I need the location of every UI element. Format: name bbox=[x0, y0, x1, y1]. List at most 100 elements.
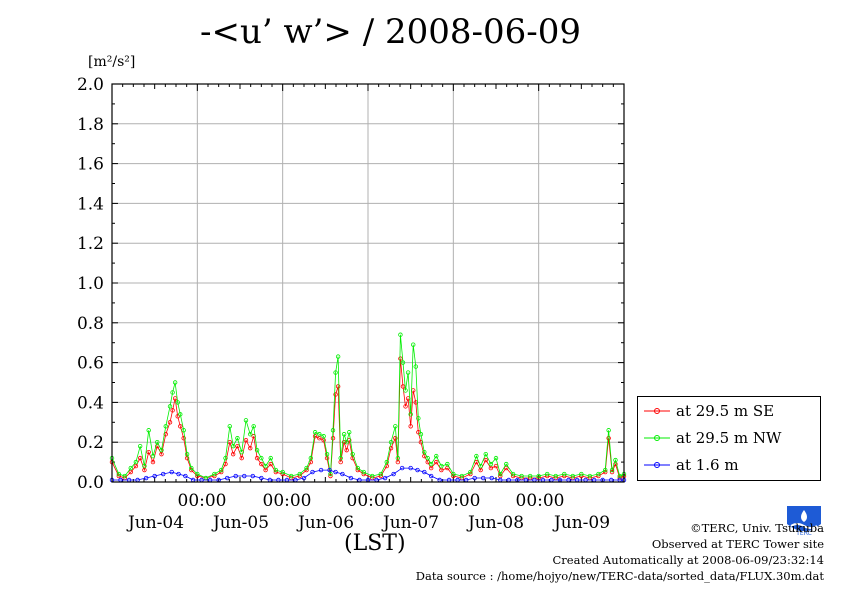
data-point bbox=[395, 455, 401, 461]
data-point bbox=[289, 473, 294, 479]
data-point bbox=[330, 428, 336, 433]
data-point bbox=[333, 469, 338, 475]
data-point bbox=[451, 471, 456, 477]
data-point bbox=[243, 438, 249, 443]
y-tick-label: 1.2 bbox=[77, 234, 104, 254]
data-point bbox=[160, 471, 166, 477]
data-point bbox=[606, 428, 611, 433]
data-point bbox=[143, 475, 149, 481]
data-point bbox=[273, 467, 279, 473]
x-axis-label: (LST) bbox=[344, 531, 406, 556]
data-point bbox=[317, 432, 322, 437]
data-point bbox=[445, 461, 450, 467]
data-point bbox=[184, 451, 190, 457]
data-point bbox=[388, 445, 394, 451]
legend: at 29.5 m SE at 29.5 m NW at 1.6 m bbox=[637, 396, 821, 481]
data-point bbox=[163, 432, 168, 437]
legend-swatch-se bbox=[644, 408, 670, 414]
legend-label-se: at 29.5 m SE bbox=[676, 402, 775, 420]
y-unit-label: [m²/s²] bbox=[88, 54, 136, 70]
legend-item-1-6m: at 1.6 m bbox=[644, 455, 739, 475]
data-point bbox=[333, 392, 338, 397]
x-tick-time-label: 00:00 bbox=[432, 491, 481, 511]
data-point bbox=[483, 457, 488, 463]
y-tick-label: 0.6 bbox=[77, 354, 104, 374]
data-point bbox=[415, 467, 420, 473]
data-point bbox=[301, 475, 307, 481]
data-point bbox=[434, 459, 439, 465]
data-point bbox=[297, 471, 302, 477]
x-tick-time-label: 00:00 bbox=[263, 491, 312, 511]
data-point bbox=[398, 332, 403, 337]
data-point bbox=[493, 455, 499, 461]
data-point bbox=[481, 475, 486, 481]
data-point bbox=[242, 473, 247, 479]
x-tick-day-label: Jun-04 bbox=[126, 513, 184, 533]
y-tick-label: 1.6 bbox=[77, 155, 104, 175]
data-point bbox=[195, 471, 200, 477]
data-point bbox=[335, 384, 341, 389]
data-point bbox=[230, 451, 236, 457]
data-point bbox=[504, 461, 509, 467]
credit-source: Data source : /home/hojyo/new/TERC-data/… bbox=[415, 569, 824, 583]
data-point bbox=[178, 424, 183, 429]
data-point bbox=[498, 471, 503, 477]
data-point bbox=[596, 471, 601, 477]
data-point bbox=[439, 463, 444, 469]
legend-label-1-6m: at 1.6 m bbox=[676, 456, 739, 474]
data-point bbox=[254, 447, 260, 453]
data-point bbox=[338, 455, 343, 461]
y-tick-label: 0.4 bbox=[77, 393, 104, 413]
data-point bbox=[176, 471, 181, 477]
data-point bbox=[227, 424, 232, 429]
data-point bbox=[536, 473, 541, 479]
data-point bbox=[335, 354, 341, 359]
data-point bbox=[489, 475, 494, 481]
data-point bbox=[428, 473, 434, 479]
data-point bbox=[545, 471, 550, 477]
data-point bbox=[181, 436, 186, 441]
plot-frame bbox=[111, 83, 625, 483]
data-point bbox=[223, 455, 228, 461]
y-tick-label: 0.0 bbox=[77, 473, 104, 493]
data-point bbox=[411, 342, 416, 347]
data-point bbox=[428, 461, 434, 467]
data-point bbox=[259, 461, 264, 467]
y-tick-label: 1.8 bbox=[77, 115, 104, 135]
data-point bbox=[393, 424, 398, 429]
data-point bbox=[603, 467, 608, 473]
logo-text: TERC bbox=[795, 530, 812, 537]
data-point bbox=[399, 465, 405, 471]
data-point bbox=[328, 471, 333, 477]
data-point bbox=[155, 440, 160, 445]
data-point bbox=[344, 447, 349, 453]
data-point bbox=[324, 451, 330, 457]
data-point bbox=[172, 380, 178, 385]
legend-swatch-nw bbox=[644, 435, 670, 441]
data-point bbox=[378, 471, 383, 477]
data-point bbox=[391, 471, 396, 477]
legend-item-se: at 29.5 m SE bbox=[644, 401, 774, 421]
x-tick-day-label: Jun-06 bbox=[296, 513, 354, 533]
data-point bbox=[263, 463, 268, 469]
data-point bbox=[370, 473, 375, 479]
data-point bbox=[163, 424, 168, 429]
data-point bbox=[230, 443, 236, 449]
data-point bbox=[400, 360, 406, 365]
y-tick-label: 1.4 bbox=[77, 194, 104, 214]
y-tick-label: 0.8 bbox=[77, 314, 104, 334]
data-point bbox=[340, 471, 345, 477]
data-point bbox=[239, 455, 244, 461]
data-point bbox=[152, 473, 157, 479]
data-point bbox=[175, 400, 180, 405]
data-point bbox=[553, 473, 558, 479]
data-point bbox=[137, 455, 143, 461]
data-point bbox=[251, 424, 256, 429]
data-point bbox=[308, 455, 314, 461]
data-point bbox=[350, 451, 355, 457]
data-point bbox=[472, 475, 477, 481]
x-tick-time-label: 00:00 bbox=[516, 491, 565, 511]
data-point bbox=[178, 412, 183, 417]
data-point bbox=[388, 440, 394, 445]
x-tick-time-label: 00:00 bbox=[347, 491, 396, 511]
